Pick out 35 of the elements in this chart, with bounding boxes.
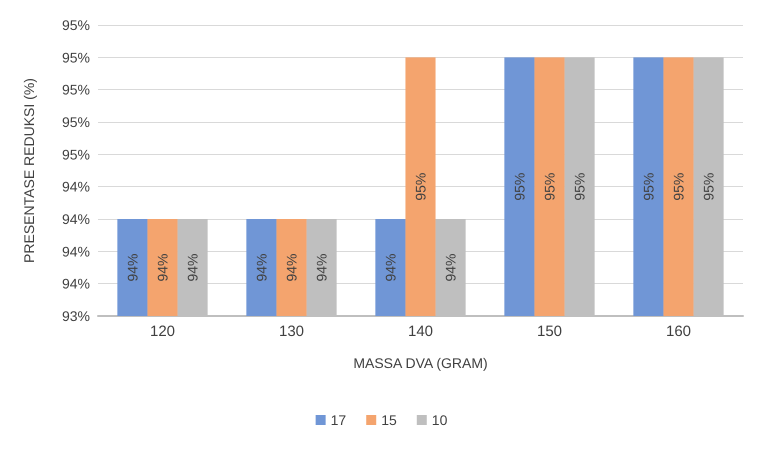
y-tick-label: 94% — [62, 243, 90, 260]
data-label: 94% — [314, 253, 330, 282]
data-label: 94% — [284, 253, 300, 282]
data-label: 95% — [572, 172, 588, 201]
data-label: 94% — [382, 253, 398, 282]
x-tick-label: 120 — [150, 323, 176, 340]
x-tick-label: 140 — [408, 323, 434, 340]
data-label: 94% — [184, 253, 201, 282]
y-tick-label: 95% — [62, 17, 90, 33]
y-tick-label: 94% — [62, 178, 90, 195]
y-axis-title: PRESENTASE REDUKSI (%) — [21, 78, 37, 263]
data-label: 94% — [154, 253, 170, 282]
data-label: 94% — [253, 253, 270, 282]
data-label: 95% — [640, 172, 656, 201]
y-tick-label: 95% — [62, 114, 90, 130]
legend-label: 10 — [432, 412, 448, 428]
data-label: 95% — [412, 172, 428, 201]
y-tick-label: 94% — [62, 276, 90, 292]
y-tick-label: 94% — [62, 211, 90, 227]
legend-label: 17 — [330, 412, 346, 428]
y-tick-label: 95% — [62, 146, 90, 162]
data-label: 95% — [542, 172, 558, 201]
x-tick-label: 160 — [666, 323, 692, 340]
legend-label: 15 — [381, 412, 397, 428]
data-label: 94% — [442, 253, 459, 282]
x-tick-label: 130 — [278, 323, 304, 340]
data-label: 95% — [670, 172, 686, 201]
x-tick-label: 150 — [536, 323, 562, 340]
data-label: 95% — [511, 172, 528, 201]
y-tick-label: 93% — [62, 308, 90, 324]
data-label: 94% — [124, 253, 140, 282]
data-label: 95% — [700, 172, 717, 201]
x-axis-title: MASSA DVA (GRAM) — [353, 355, 488, 371]
y-tick-label: 95% — [62, 49, 90, 66]
y-tick-label: 95% — [62, 82, 90, 98]
